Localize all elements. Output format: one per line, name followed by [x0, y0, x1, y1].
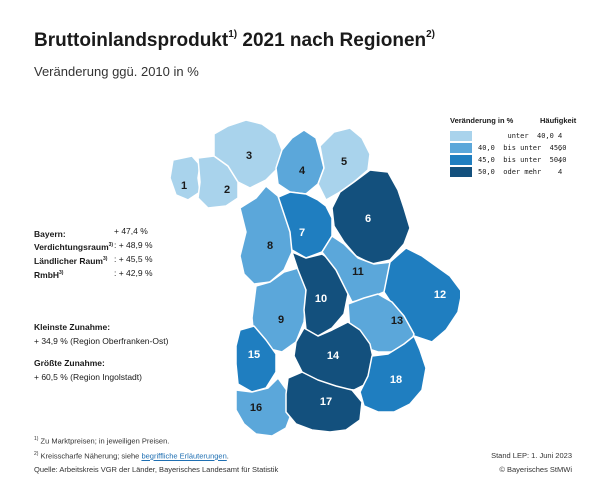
smallest-increase: Kleinste Zunahme: + 34,9 % (Region Oberf…: [34, 320, 168, 348]
region-17[interactable]: [285, 371, 363, 433]
largest-increase-text: + 60,5 % (Region Ingolstadt): [34, 372, 142, 382]
source-note: Quelle: Arbeitskreis VGR der Länder, Bay…: [34, 465, 279, 474]
largest-increase: Größte Zunahme: + 60,5 % (Region Ingolst…: [34, 356, 142, 384]
copyright-note: © Bayerisches StMWi: [499, 465, 572, 474]
stat-label: Verdichtungsraum3): [34, 241, 114, 252]
stand-note: Stand LEP: 1. Juni 2023: [491, 451, 572, 460]
region-label: 8: [267, 240, 273, 252]
region-label: 4: [299, 165, 306, 177]
stat-value: : + 48,9 %: [114, 240, 153, 250]
region-18[interactable]: [359, 335, 427, 413]
region-label: 16: [250, 402, 262, 414]
region-label: 14: [327, 350, 340, 362]
smallest-increase-heading: Kleinste Zunahme:: [34, 322, 111, 332]
legend-label: 50,0 oder mehr: [478, 168, 542, 176]
stat-row-laendlicher-raum: Ländlicher Raum3) : + 45,5 %: [34, 252, 169, 266]
stat-row-verdichtungsraum: Verdichtungsraum3) : + 48,9 %: [34, 238, 169, 252]
region-label: 1: [181, 180, 187, 192]
legend-count: 4: [558, 131, 563, 140]
region-label: 15: [248, 349, 260, 361]
bavaria-region-map: 1 2 3 4 5 6 7 8 9 10 11 12 13 14 15 16 1…: [169, 119, 460, 437]
legend-header-count: Häufigkeit: [540, 116, 577, 125]
legend-label: unter 40,0: [478, 132, 554, 140]
stat-label: RmbH3): [34, 269, 64, 280]
legend-count: 4: [558, 155, 563, 164]
stat-row-bayern: Bayern: + 47,4 %: [34, 224, 169, 239]
summary-stats: Bayern: + 47,4 % Verdichtungsraum3) : + …: [34, 224, 169, 280]
region-label: 18: [390, 374, 402, 386]
region-label: 2: [224, 184, 230, 196]
region-1[interactable]: [169, 155, 201, 201]
footnote-1: 1) Zu Marktpreisen; in jeweiligen Preise…: [34, 436, 170, 446]
legend-swatch: [450, 131, 472, 141]
region-label: 6: [365, 213, 371, 225]
legend-label: 45,0 bis unter 50,0: [478, 156, 567, 164]
region-label: 3: [246, 150, 252, 162]
definitions-link[interactable]: begriffliche Erläuterungen: [141, 451, 227, 461]
region-label: 10: [315, 293, 327, 305]
region-label: 9: [278, 314, 284, 326]
region-label: 11: [352, 266, 364, 278]
region-label: 12: [434, 289, 446, 301]
legend-swatch: [450, 155, 472, 165]
region-label: 7: [299, 227, 305, 239]
region-4[interactable]: [275, 129, 325, 195]
legend-swatch: [450, 167, 472, 177]
stat-value: : + 42,9 %: [114, 268, 153, 278]
stat-label: Bayern:: [34, 228, 66, 239]
stat-value: : + 45,5 %: [114, 254, 153, 264]
legend-label: 40,0 bis unter 45,0: [478, 144, 567, 152]
region-16[interactable]: [235, 377, 293, 437]
region-label: 17: [320, 396, 332, 408]
stat-label: Ländlicher Raum3): [34, 255, 108, 266]
footnote-2: 2) Kreisscharfe Näherung; siehe begriffl…: [34, 451, 229, 461]
smallest-increase-text: + 34,9 % (Region Oberfranken-Ost): [34, 336, 169, 346]
page-title: Bruttoinlandsprodukt1) 2021 nach Regione…: [34, 28, 436, 51]
stat-value: + 47,4 %: [114, 226, 148, 236]
legend-header-change: Veränderung in %: [450, 116, 514, 125]
legend-count: 4: [558, 167, 563, 176]
region-6[interactable]: [331, 169, 411, 265]
stat-row-rmbh: RmbH3) : + 42,9 %: [34, 266, 169, 280]
page-subtitle: Veränderung ggü. 2010 in %: [34, 64, 199, 79]
region-label: 13: [391, 315, 403, 327]
legend-swatch: [450, 143, 472, 153]
region-8[interactable]: [239, 185, 293, 285]
legend-count: 6: [558, 143, 563, 152]
region-label: 5: [341, 156, 347, 168]
largest-increase-heading: Größte Zunahme:: [34, 358, 105, 368]
